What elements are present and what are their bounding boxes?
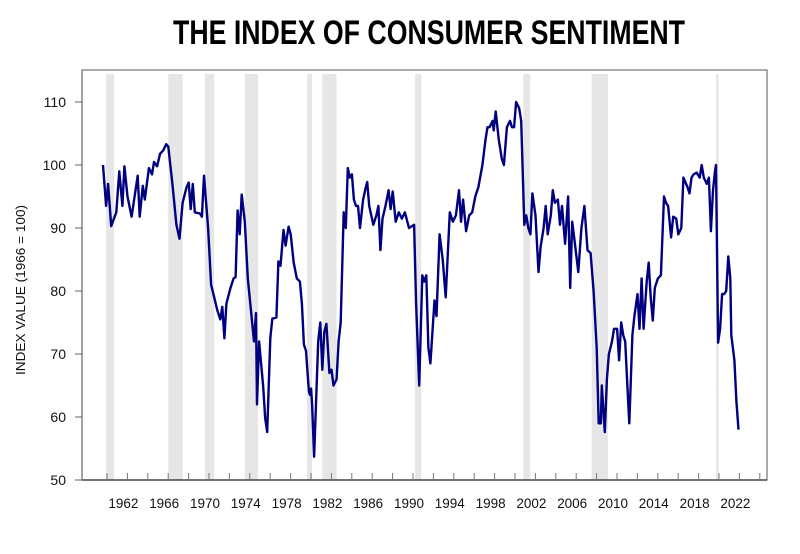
- x-tick-label: 1966: [149, 495, 179, 511]
- sentiment-line: [101, 100, 740, 458]
- x-tick-label: 2022: [720, 495, 750, 511]
- y-tick-label: 60: [50, 409, 66, 425]
- x-tick-label: 1998: [476, 495, 506, 511]
- series-group: [101, 100, 740, 458]
- x-tick-label: 1986: [353, 495, 383, 511]
- x-tick-label: 1978: [272, 495, 302, 511]
- x-tick-label: 1990: [394, 495, 424, 511]
- x-tick-label: 2006: [557, 495, 587, 511]
- x-tick-label: 1970: [190, 495, 220, 511]
- x-tick-label: 1974: [231, 495, 261, 511]
- chart-title: THE INDEX OF CONSUMER SENTIMENT: [173, 14, 685, 52]
- recession-shading-group: [106, 74, 719, 480]
- recession-band: [415, 74, 422, 480]
- axes-group: 50 60 70 80 90 100 110 1962 1966 1970 1974 1978 1982…: [43, 69, 768, 511]
- y-tick-label: 70: [50, 346, 66, 362]
- recession-band: [307, 74, 313, 480]
- y-tick-label: 90: [50, 220, 66, 236]
- plot-frame: [81, 69, 768, 481]
- y-axis-label: INDEX VALUE (1966 = 100): [13, 205, 28, 375]
- recession-band: [106, 74, 115, 480]
- x-tick-label: 2018: [680, 495, 710, 511]
- x-tick-label: 1982: [312, 495, 342, 511]
- recession-band: [523, 74, 531, 480]
- x-tick-label: 2010: [598, 495, 628, 511]
- recession-band: [591, 74, 608, 480]
- x-tick-label: 1962: [108, 495, 138, 511]
- y-tick-label: 110: [44, 94, 67, 110]
- recession-band: [168, 74, 183, 480]
- y-tick-label: 80: [50, 283, 66, 299]
- y-tick-label: 100: [43, 157, 67, 173]
- x-tick-label: 1994: [435, 495, 465, 511]
- x-tick-label: 2002: [516, 495, 546, 511]
- y-tick-label: 50: [50, 472, 66, 488]
- recession-band: [322, 74, 337, 480]
- x-tick-label: 2014: [639, 495, 669, 511]
- recession-band: [244, 74, 259, 480]
